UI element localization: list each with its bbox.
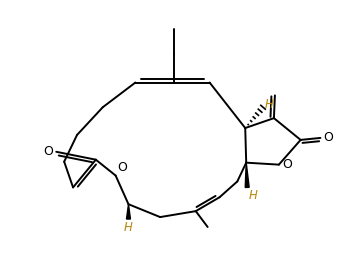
Polygon shape [245,163,249,188]
Text: H: H [124,221,133,234]
Text: O: O [43,145,53,158]
Text: H: H [249,189,258,202]
Text: O: O [118,161,127,173]
Text: O: O [324,132,333,144]
Text: H: H [265,98,274,111]
Polygon shape [127,204,130,219]
Text: O: O [282,158,292,171]
